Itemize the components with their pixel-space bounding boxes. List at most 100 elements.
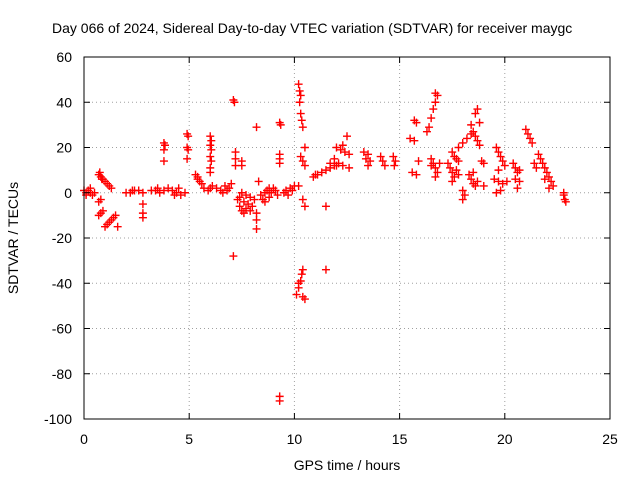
data-point — [298, 265, 307, 274]
data-point — [528, 138, 537, 147]
data-point — [284, 191, 293, 200]
data-point — [469, 168, 478, 177]
data-point — [180, 188, 189, 197]
data-point — [231, 148, 240, 157]
data-point — [496, 186, 505, 195]
data-point — [448, 177, 457, 186]
data-point — [265, 184, 274, 193]
data-point — [296, 109, 305, 118]
data-point — [298, 123, 307, 132]
data-point — [207, 136, 216, 145]
data-point — [90, 188, 99, 197]
data-point — [170, 191, 179, 200]
data-point — [460, 191, 469, 200]
data-point — [193, 175, 202, 184]
data-point — [275, 159, 284, 168]
data-point — [479, 159, 488, 168]
data-point — [448, 168, 457, 177]
data-point — [252, 209, 261, 218]
x-tick-label: 25 — [602, 431, 618, 447]
y-tick-label: -60 — [52, 321, 72, 337]
data-point — [530, 159, 539, 168]
data-point — [235, 193, 244, 202]
data-point — [523, 129, 532, 138]
data-point — [300, 143, 309, 152]
data-point — [113, 222, 122, 231]
data-point — [183, 154, 192, 163]
data-point — [107, 184, 116, 193]
data-point — [260, 197, 269, 206]
data-point — [521, 125, 530, 134]
data-point — [161, 141, 170, 150]
data-point — [465, 170, 474, 179]
chart-title: Day 066 of 2024, Sidereal Day-to-day VTE… — [52, 20, 572, 36]
data-point — [248, 202, 257, 211]
data-point — [536, 154, 545, 163]
data-point — [475, 118, 484, 127]
data-point — [208, 181, 217, 190]
data-point — [242, 191, 251, 200]
data-point — [197, 179, 206, 188]
data-point — [155, 188, 164, 197]
data-point — [207, 145, 216, 154]
data-point — [292, 290, 301, 299]
data-point — [95, 168, 104, 177]
data-point — [184, 132, 193, 141]
data-point — [414, 157, 423, 166]
data-point — [406, 134, 415, 143]
data-point — [111, 211, 120, 220]
data-point — [206, 168, 215, 177]
data-point — [340, 148, 349, 157]
data-point — [294, 279, 303, 288]
y-tick-label: -80 — [52, 366, 72, 382]
data-point — [273, 191, 282, 200]
axis-ticks: 0 5 10 15 20 25 -100 -80 -60 -40 -20 0 20 40 60 — [44, 49, 618, 447]
data-point — [458, 195, 467, 204]
data-point — [561, 197, 570, 206]
grid-layer — [84, 57, 610, 419]
data-point — [494, 177, 503, 186]
data-point — [389, 152, 398, 161]
data-point — [235, 202, 244, 211]
data-point — [364, 161, 373, 170]
data-point — [515, 177, 524, 186]
data-point — [295, 98, 304, 107]
data-point — [494, 148, 503, 157]
data-point — [366, 157, 375, 166]
data-point — [450, 172, 459, 181]
data-point — [276, 120, 285, 129]
data-point — [391, 157, 400, 166]
data-point — [412, 170, 421, 179]
data-point — [509, 159, 518, 168]
data-point — [427, 154, 436, 163]
data-point — [526, 134, 535, 143]
data-point — [227, 179, 236, 188]
data-point — [412, 118, 421, 127]
data-point — [244, 200, 253, 209]
data-point — [294, 80, 303, 89]
x-tick-label: 10 — [287, 431, 303, 447]
data-point — [490, 175, 499, 184]
data-point — [174, 184, 183, 193]
data-point — [475, 141, 484, 150]
data-point — [220, 181, 229, 190]
data-point — [294, 181, 303, 190]
data-point — [364, 150, 373, 159]
y-axis-label: SDTVAR / TECUs — [5, 182, 21, 294]
data-point — [296, 91, 305, 100]
data-point — [390, 161, 399, 170]
data-point — [207, 157, 216, 166]
data-point — [473, 136, 482, 145]
x-axis-label: GPS time / hours — [294, 457, 401, 473]
data-point — [502, 177, 511, 186]
data-point — [330, 154, 339, 163]
data-point — [206, 141, 215, 150]
data-point — [246, 206, 255, 215]
data-point — [321, 202, 330, 211]
data-point — [559, 188, 568, 197]
data-point — [275, 396, 284, 405]
y-tick-label: -100 — [44, 411, 72, 427]
data-point — [271, 186, 280, 195]
data-point — [326, 159, 335, 168]
